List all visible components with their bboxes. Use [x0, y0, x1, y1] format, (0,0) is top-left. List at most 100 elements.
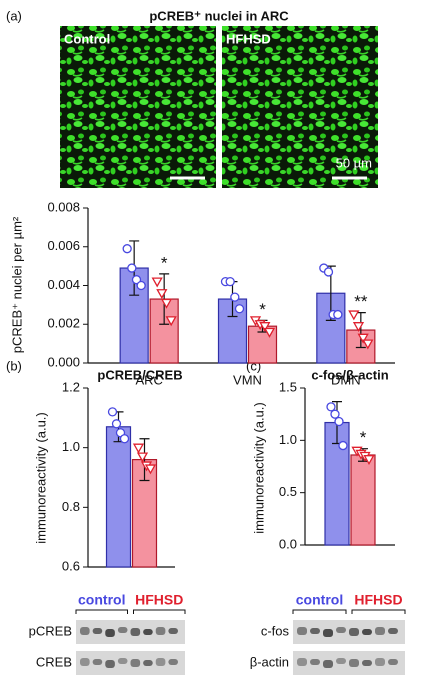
data-point [119, 434, 130, 444]
blot-band [80, 627, 90, 635]
data-point [136, 452, 149, 463]
blot-band [130, 659, 141, 667]
blot-band [143, 629, 153, 635]
micrograph [222, 26, 378, 188]
blot-band [155, 658, 166, 666]
data-point [323, 267, 334, 277]
data-point [234, 304, 245, 314]
y-tick-label: 0.008 [47, 199, 80, 214]
data-point [338, 440, 348, 451]
bar [350, 454, 376, 546]
significance: * [360, 428, 367, 447]
blot-band [143, 660, 153, 666]
y-tick-label: 1.0 [279, 432, 297, 447]
blot-band [92, 659, 103, 665]
blot-band [375, 627, 385, 635]
blot-band [336, 627, 346, 633]
data-point [107, 407, 118, 417]
data-point [326, 402, 336, 412]
blot-band [388, 659, 398, 665]
x-tick-label: ARC [135, 372, 162, 387]
data-point [144, 464, 157, 475]
y-tick-label: 0.5 [279, 484, 297, 499]
blot-band [336, 658, 346, 664]
blot-band [310, 628, 320, 634]
significance: ** [354, 292, 368, 311]
panel-label: (b) [6, 358, 22, 373]
data-point [131, 275, 142, 285]
blot-band [323, 629, 333, 637]
data-point [348, 310, 360, 321]
data-point [156, 289, 168, 300]
x-tick-label: DMN [331, 372, 361, 387]
blot-band [92, 628, 103, 634]
y-tick-label: 0.000 [47, 354, 80, 369]
blot-group-label: control [78, 592, 125, 608]
blot-row-label: CREB [36, 654, 72, 669]
blot-group-label: HFHSD [135, 592, 183, 608]
blot-bracket [133, 609, 186, 614]
data-point [132, 443, 145, 454]
blot-group-label: control [296, 592, 343, 608]
data-point [230, 292, 240, 302]
y-tick-label: 1.2 [62, 379, 80, 394]
blot-band [117, 627, 128, 633]
chart-title: c-fos/β-actin [311, 367, 388, 382]
data-point [330, 409, 340, 419]
blot-band [105, 629, 115, 637]
data-point [363, 455, 375, 465]
y-tick-label: 0.006 [47, 238, 80, 253]
data-point [165, 316, 177, 327]
blot-bracket [292, 609, 347, 614]
blot-band [130, 628, 141, 636]
blot-band [362, 660, 372, 666]
blot-band [155, 627, 166, 635]
blot-bracket [75, 609, 128, 614]
blot-band [168, 628, 178, 634]
blot-band [375, 658, 385, 666]
y-tick-label: 0.0 [279, 536, 297, 551]
blot-row-label: β-actin [250, 654, 289, 669]
image-title: pCREB⁺ nuclei in ARC [149, 8, 289, 23]
blot-band [349, 628, 359, 636]
data-point [127, 263, 137, 273]
blot-row-label: c-fos [261, 623, 290, 638]
blot-band [310, 659, 320, 665]
y-tick-label: 0.8 [62, 499, 80, 514]
y-tick-label: 0.6 [62, 558, 80, 573]
significance: * [161, 253, 168, 272]
data-point [334, 416, 344, 427]
blot-row-label: pCREB [29, 623, 72, 638]
panel-label: (a) [6, 8, 22, 23]
blot-band [388, 628, 398, 634]
data-point [151, 277, 163, 288]
data-point [122, 244, 132, 254]
error-bar [139, 438, 150, 482]
blot-band [105, 660, 115, 668]
data-point [357, 333, 369, 344]
y-tick-label: 0.002 [47, 316, 80, 331]
blot-band [362, 629, 372, 635]
y-axis-label: immunoreactivity (a.u.) [251, 402, 266, 533]
data-point [259, 322, 271, 333]
blot-bracket [351, 609, 406, 614]
data-point [352, 322, 365, 333]
data-point [333, 309, 343, 320]
x-tick-label: VMN [233, 372, 262, 387]
blot-band [297, 658, 307, 666]
scale-label: 50 µm [336, 155, 372, 170]
y-tick-label: 1.0 [62, 439, 80, 454]
data-point [111, 419, 122, 429]
y-axis-label: pCREB⁺ nuclei per µm² [9, 216, 24, 353]
y-tick-label: 1.5 [279, 379, 297, 394]
blot-band [297, 627, 307, 635]
data-point [225, 276, 235, 287]
bar [105, 426, 132, 568]
significance: * [259, 300, 266, 319]
data-point [136, 280, 146, 291]
micrograph [60, 26, 216, 188]
y-tick-label: 0.004 [47, 277, 80, 292]
blot-band [323, 660, 333, 668]
blot-band [349, 659, 359, 667]
